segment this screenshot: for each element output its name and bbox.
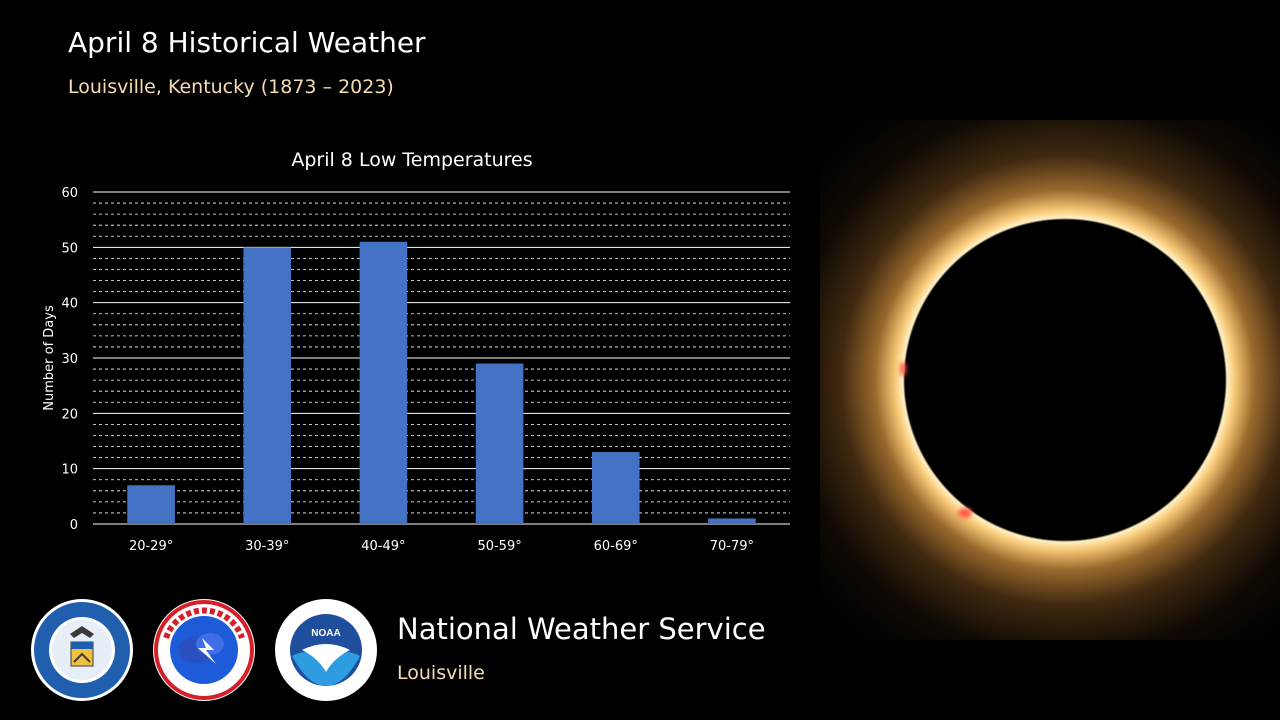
low-temperature-bar-chart: April 8 Low Temperatures 0 10 20 30 40 50 60 2… [42, 149, 790, 554]
x-tick-label: 50-59° [477, 539, 521, 554]
organization-office: Louisville [397, 662, 485, 684]
y-tick-label: 40 [61, 297, 78, 312]
y-axis-label: Number of Days [42, 305, 57, 411]
x-tick-label: 20-29° [129, 539, 173, 554]
bar [359, 241, 408, 525]
bar [708, 518, 756, 524]
solar-prominence [900, 362, 906, 376]
noaa-logo: NOAA [275, 599, 377, 701]
bar [243, 247, 292, 524]
x-tick-label: 40-49° [361, 539, 405, 554]
page-title: April 8 Historical Weather [68, 26, 426, 59]
y-tick-label: 60 [61, 186, 78, 201]
bar [127, 485, 175, 524]
y-tick-label: 10 [61, 463, 78, 478]
solar-prominence [958, 508, 972, 518]
x-tick-label: 60-69° [594, 539, 638, 554]
national-weather-service-logo [153, 599, 255, 701]
y-tick-label: 20 [61, 407, 78, 422]
department-of-commerce-seal [31, 599, 133, 701]
svg-text:NOAA: NOAA [311, 628, 340, 639]
y-tick-label: 50 [61, 241, 78, 256]
y-tick-label: 30 [61, 352, 78, 367]
x-tick-label: 30-39° [245, 539, 289, 554]
bar [591, 452, 640, 524]
y-tick-label: 0 [70, 518, 78, 533]
page-subtitle: Louisville, Kentucky (1873 – 2023) [68, 76, 394, 98]
solar-eclipse-photo [820, 120, 1280, 640]
x-tick-label: 70-79° [710, 539, 754, 554]
chart-title: April 8 Low Temperatures [291, 149, 532, 171]
bar [475, 363, 524, 524]
organization-name: National Weather Service [397, 612, 766, 646]
